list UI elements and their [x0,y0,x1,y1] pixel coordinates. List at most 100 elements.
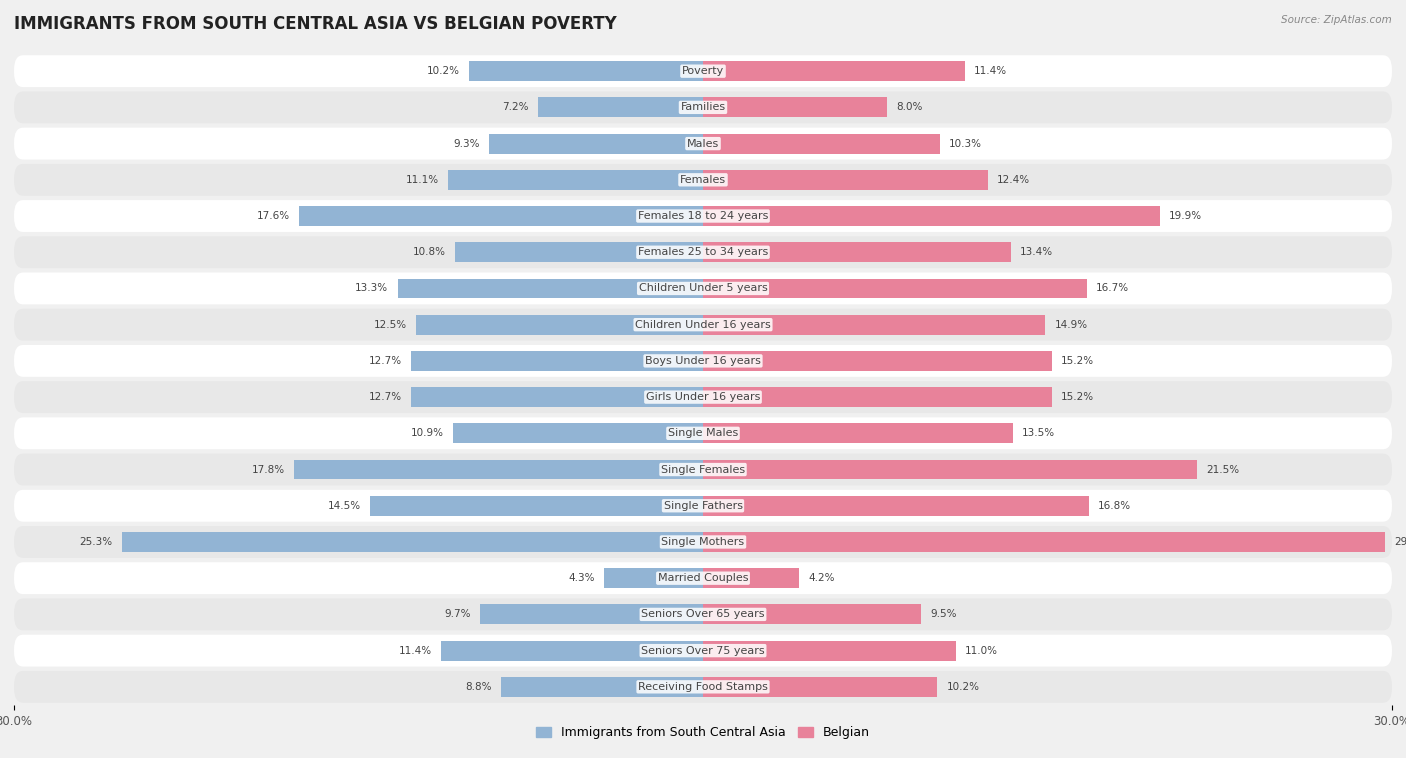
Bar [703,677,938,697]
Text: 13.4%: 13.4% [1019,247,1053,257]
Text: Females 18 to 24 years: Females 18 to 24 years [638,211,768,221]
FancyBboxPatch shape [14,164,1392,196]
Text: Children Under 5 years: Children Under 5 years [638,283,768,293]
Bar [456,243,703,262]
Text: 12.7%: 12.7% [368,356,402,366]
Text: Children Under 16 years: Children Under 16 years [636,320,770,330]
Text: 17.6%: 17.6% [256,211,290,221]
Bar [412,387,703,407]
Text: 9.3%: 9.3% [454,139,481,149]
Bar [703,61,965,81]
Text: 12.7%: 12.7% [368,392,402,402]
Bar [449,170,703,190]
Bar [122,532,703,552]
Text: 10.2%: 10.2% [426,66,460,76]
Bar [703,424,1012,443]
Text: 11.0%: 11.0% [965,646,998,656]
Text: Receiving Food Stamps: Receiving Food Stamps [638,682,768,692]
FancyBboxPatch shape [14,345,1392,377]
Bar [416,315,703,334]
Bar [370,496,703,515]
Bar [412,351,703,371]
Text: 11.1%: 11.1% [406,175,439,185]
FancyBboxPatch shape [14,92,1392,124]
Text: Females 25 to 34 years: Females 25 to 34 years [638,247,768,257]
FancyBboxPatch shape [14,418,1392,449]
Bar [703,568,800,588]
Bar [703,641,956,660]
Text: 12.5%: 12.5% [374,320,406,330]
Bar [453,424,703,443]
Bar [481,604,703,625]
Text: 11.4%: 11.4% [974,66,1007,76]
Text: 4.2%: 4.2% [808,573,835,583]
Bar [441,641,703,660]
Bar [703,532,1385,552]
Text: 15.2%: 15.2% [1062,392,1094,402]
FancyBboxPatch shape [14,127,1392,159]
Text: Boys Under 16 years: Boys Under 16 years [645,356,761,366]
Text: 4.3%: 4.3% [568,573,595,583]
FancyBboxPatch shape [14,309,1392,340]
Text: 11.4%: 11.4% [399,646,432,656]
Bar [703,170,988,190]
Text: Single Fathers: Single Fathers [664,501,742,511]
Text: 16.7%: 16.7% [1095,283,1129,293]
FancyBboxPatch shape [14,200,1392,232]
Text: 13.3%: 13.3% [356,283,388,293]
Text: Single Females: Single Females [661,465,745,475]
Text: Girls Under 16 years: Girls Under 16 years [645,392,761,402]
Text: Families: Families [681,102,725,112]
Text: 10.3%: 10.3% [949,139,981,149]
FancyBboxPatch shape [14,526,1392,558]
Text: 25.3%: 25.3% [80,537,112,547]
FancyBboxPatch shape [14,381,1392,413]
Legend: Immigrants from South Central Asia, Belgian: Immigrants from South Central Asia, Belg… [531,722,875,744]
Text: 10.8%: 10.8% [413,247,446,257]
Bar [468,61,703,81]
Bar [703,243,1011,262]
Text: 15.2%: 15.2% [1062,356,1094,366]
Bar [489,133,703,154]
FancyBboxPatch shape [14,273,1392,305]
Bar [703,206,1160,226]
Text: Females: Females [681,175,725,185]
Bar [537,98,703,117]
Text: 9.7%: 9.7% [444,609,471,619]
Text: 10.2%: 10.2% [946,682,980,692]
Text: Married Couples: Married Couples [658,573,748,583]
Text: Poverty: Poverty [682,66,724,76]
FancyBboxPatch shape [14,453,1392,485]
Text: Single Males: Single Males [668,428,738,438]
Bar [703,278,1087,299]
Bar [299,206,703,226]
FancyBboxPatch shape [14,671,1392,703]
Text: IMMIGRANTS FROM SOUTH CENTRAL ASIA VS BELGIAN POVERTY: IMMIGRANTS FROM SOUTH CENTRAL ASIA VS BE… [14,15,617,33]
Text: Males: Males [688,139,718,149]
Bar [703,351,1052,371]
FancyBboxPatch shape [14,55,1392,87]
Bar [703,387,1052,407]
Bar [703,133,939,154]
Text: 21.5%: 21.5% [1206,465,1239,475]
Text: 14.5%: 14.5% [328,501,361,511]
FancyBboxPatch shape [14,599,1392,631]
Text: Seniors Over 65 years: Seniors Over 65 years [641,609,765,619]
Text: 29.7%: 29.7% [1395,537,1406,547]
Text: Single Mothers: Single Mothers [661,537,745,547]
Text: 12.4%: 12.4% [997,175,1031,185]
Text: 9.5%: 9.5% [931,609,957,619]
Text: 8.0%: 8.0% [896,102,922,112]
FancyBboxPatch shape [14,562,1392,594]
Bar [398,278,703,299]
FancyBboxPatch shape [14,634,1392,666]
Text: 10.9%: 10.9% [411,428,443,438]
Bar [703,604,921,625]
FancyBboxPatch shape [14,236,1392,268]
Text: 13.5%: 13.5% [1022,428,1056,438]
Bar [703,459,1197,480]
Bar [703,496,1088,515]
Text: 19.9%: 19.9% [1170,211,1202,221]
Bar [703,98,887,117]
Text: 14.9%: 14.9% [1054,320,1087,330]
